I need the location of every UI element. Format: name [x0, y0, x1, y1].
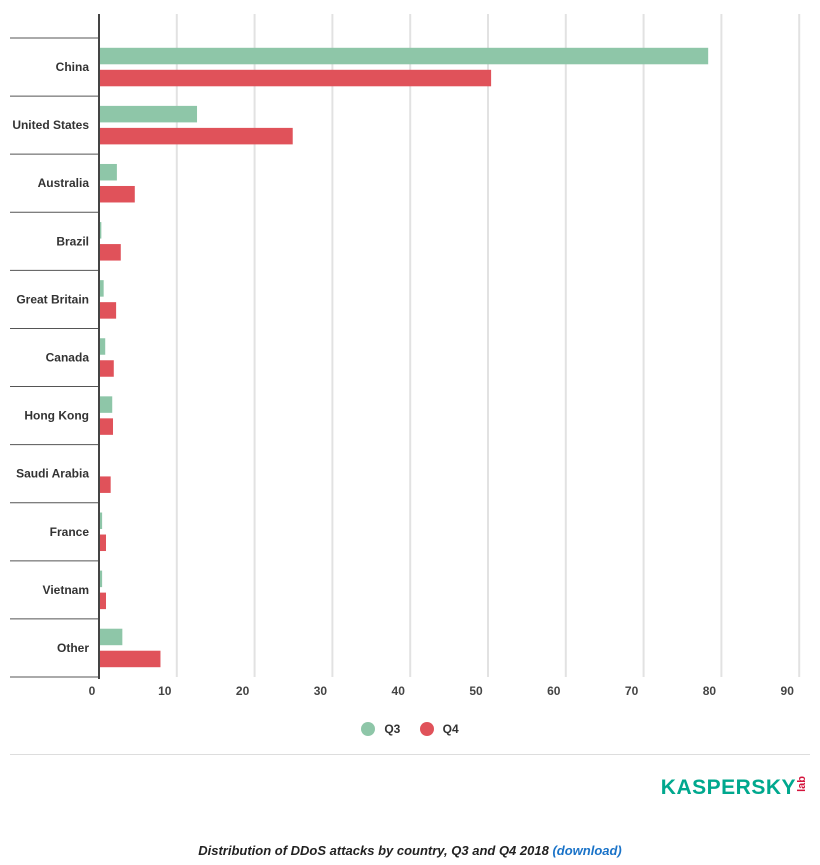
- bar-q3-canada: [99, 338, 106, 355]
- bar-q4-france: [99, 534, 107, 552]
- x-tick-label-30: 30: [314, 684, 328, 698]
- category-label-china: China: [56, 60, 90, 74]
- bar-q3-france: [99, 512, 103, 530]
- footer-divider: [10, 754, 810, 755]
- bar-q3-china: [99, 47, 709, 65]
- bar-q3-united-states: [99, 105, 198, 123]
- legend-item-q3[interactable]: Q3: [361, 722, 400, 736]
- bar-q4-canada: [99, 360, 114, 377]
- category-label-hong-kong: Hong Kong: [24, 409, 89, 423]
- x-tick-label-90: 90: [781, 684, 795, 698]
- legend-label-q3: Q3: [384, 722, 401, 736]
- bar-q3-vietnam: [99, 570, 103, 588]
- x-tick-label-60: 60: [547, 684, 561, 698]
- bar-q4-great-britain: [99, 302, 117, 319]
- chart-legend: Q3 Q4: [0, 722, 820, 739]
- bar-q4-other: [99, 650, 161, 668]
- category-label-france: France: [50, 525, 90, 539]
- bar-q3-brazil: [99, 222, 102, 239]
- bar-q4-australia: [99, 185, 135, 203]
- caption-text: Distribution of DDoS attacks by country,…: [198, 843, 549, 858]
- bar-q4-saudi-arabia: [99, 476, 111, 493]
- bar-q4-vietnam: [99, 592, 107, 610]
- logo-text: KASPERSKY: [660, 776, 796, 799]
- category-label-vietnam: Vietnam: [43, 583, 89, 597]
- legend-swatch-q3: [361, 722, 376, 736]
- bar-q3-other: [99, 628, 123, 646]
- category-label-great-britain: Great Britain: [16, 292, 89, 306]
- category-label-other: Other: [57, 641, 89, 655]
- x-tick-label-70: 70: [625, 684, 639, 698]
- bar-q4-china: [99, 69, 492, 87]
- chart-caption: Distribution of DDoS attacks by country,…: [0, 843, 820, 858]
- logo-suffix: lab: [796, 776, 808, 792]
- kaspersky-logo: KASPERSKY lab: [661, 776, 808, 800]
- category-label-saudi-arabia: Saudi Arabia: [16, 467, 89, 481]
- legend-item-q4[interactable]: Q4: [419, 722, 459, 736]
- bar-q3-hong-kong: [99, 396, 113, 413]
- bar-q4-hong-kong: [99, 418, 114, 435]
- category-label-canada: Canada: [46, 351, 90, 365]
- bar-q3-great-britain: [99, 280, 104, 297]
- x-tick-label-50: 50: [469, 684, 483, 698]
- legend-label-q4: Q4: [442, 722, 459, 736]
- legend-swatch-q4: [419, 722, 434, 736]
- ddos-bar-chart: China United States Australia Brazil Great B…: [10, 14, 801, 698]
- x-tick-label-10: 10: [158, 684, 172, 698]
- bar-q4-brazil: [99, 244, 121, 261]
- x-tick-label-20: 20: [236, 684, 250, 698]
- download-link[interactable]: (download): [552, 843, 622, 858]
- category-label-brazil: Brazil: [56, 234, 89, 248]
- category-label-united-states: United States: [12, 118, 89, 132]
- x-tick-label-80: 80: [703, 684, 717, 698]
- bar-q3-australia: [99, 163, 117, 181]
- x-tick-label-0: 0: [89, 684, 96, 698]
- bar-q4-united-states: [99, 127, 293, 145]
- x-tick-label-40: 40: [392, 684, 406, 698]
- category-label-australia: Australia: [38, 176, 90, 190]
